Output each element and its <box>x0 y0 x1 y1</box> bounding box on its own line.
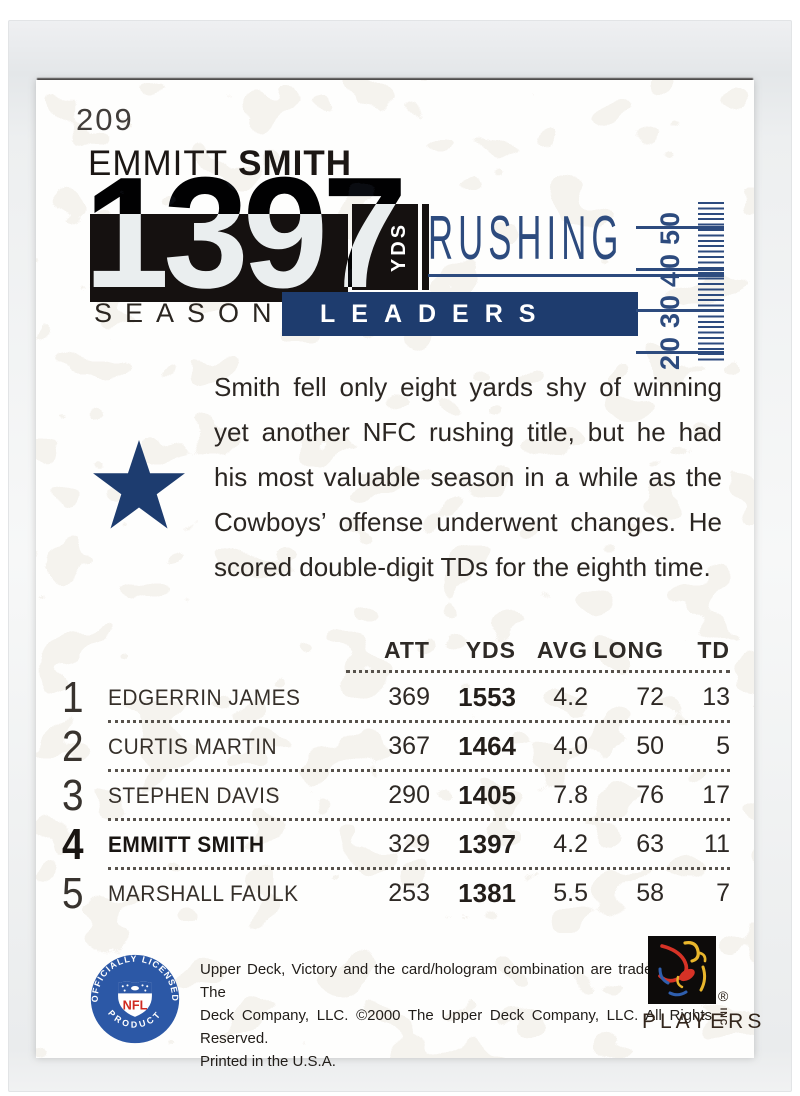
summary-line: Smith fell only eight yards shy of winni… <box>214 372 722 402</box>
long-cell: 58 <box>636 879 664 907</box>
stat-block-bar <box>422 204 429 290</box>
player-name: EMMITT SMITH <box>88 144 352 184</box>
table-header: ATT YDS AVG LONG TD <box>62 630 730 664</box>
att-cell: 329 <box>388 830 430 858</box>
long-cell: 76 <box>636 781 664 809</box>
avg-cell: 4.2 <box>553 683 588 711</box>
yard-number-30: 30 <box>654 291 685 329</box>
summary-paragraph: Smith fell only eight yards shy of winni… <box>214 372 722 597</box>
season-label: SEASON <box>94 298 285 328</box>
stat-block-background <box>90 214 348 302</box>
player-cell: CURTIS MARTIN <box>108 733 278 759</box>
table-row: 5 MARSHALL FAULK 253 1381 5.5 58 7 <box>62 867 730 918</box>
players-inc-suffix: INC <box>718 1007 729 1027</box>
yard-number-50: 50 <box>654 208 685 246</box>
long-cell: 50 <box>636 732 664 760</box>
rank-cell: 1 <box>62 673 84 722</box>
player-cell: STEPHEN DAVIS <box>108 782 280 808</box>
stat-block-background-right <box>352 204 418 290</box>
table-row: 2 CURTIS MARTIN 367 1464 4.0 50 5 <box>62 720 730 771</box>
summary-line: his most valuable season in a while as t… <box>214 462 722 492</box>
legal-text: Upper Deck, Victory and the card/hologra… <box>200 958 712 1073</box>
summary-line: scored double-digit TDs for the eighth t… <box>214 552 711 582</box>
att-cell: 369 <box>388 683 430 711</box>
col-yds: YDS <box>465 637 516 663</box>
player-last-name: SMITH <box>238 144 353 183</box>
legal-line: Printed in the U.S.A. <box>200 1053 336 1070</box>
category-underline <box>428 274 724 277</box>
table-row: 1 EDGERRIN JAMES 369 1553 4.2 72 13 <box>62 673 730 722</box>
avg-cell: 4.0 <box>553 732 588 760</box>
big-stat-value: 1397 <box>84 145 407 321</box>
td-cell: 11 <box>704 830 730 858</box>
rank-cell: 2 <box>62 722 84 771</box>
card-number: 209 <box>76 102 134 137</box>
yard-line-20 <box>636 351 724 354</box>
yds-cell: 1553 <box>458 682 516 712</box>
legal-line: Upper Deck, Victory and the card/hologra… <box>200 961 712 1001</box>
player-cell: MARSHALL FAULK <box>108 880 299 906</box>
avg-cell: 7.8 <box>553 781 588 809</box>
att-cell: 367 <box>388 732 430 760</box>
registered-mark: ® <box>718 988 729 1004</box>
yard-ruler: 50 40 30 20 <box>636 202 726 370</box>
td-cell: 13 <box>702 683 730 711</box>
table-row-highlighted: 4 EMMITT SMITH 329 1397 4.2 63 11 <box>62 818 730 869</box>
header-divider <box>346 670 730 673</box>
table-row: 3 STEPHEN DAVIS 290 1405 7.8 76 17 <box>62 769 730 820</box>
summary-line: yet another NFC rushing title, but he ha… <box>214 417 722 447</box>
yds-cell: 1464 <box>458 731 516 761</box>
yard-number-20: 20 <box>654 333 685 371</box>
yard-line-40 <box>636 268 724 271</box>
avg-cell: 5.5 <box>553 879 588 907</box>
long-cell: 63 <box>636 830 664 858</box>
nfl-licensed-badge-icon: OFFICIALLY LICENSED PRODUCT NFL <box>90 954 180 1044</box>
rank-cell: 5 <box>62 869 84 918</box>
leaders-banner: LEADERS <box>282 292 638 336</box>
col-td: TD <box>697 637 730 663</box>
td-cell: 5 <box>716 732 730 760</box>
col-avg: AVG <box>536 637 588 663</box>
player-cell: EDGERRIN JAMES <box>108 684 301 710</box>
yds-cell: 1397 <box>458 829 516 859</box>
att-cell: 290 <box>388 781 430 809</box>
nfl-shield-icon: NFL <box>118 981 152 1017</box>
ruler-tick-strip <box>698 202 724 364</box>
avg-cell: 4.2 <box>553 830 588 858</box>
yds-cell: 1381 <box>458 878 516 908</box>
stat-unit-label: YDS <box>387 221 410 273</box>
td-cell: 17 <box>702 781 730 809</box>
yard-line-50 <box>636 226 724 229</box>
rank-cell: 4 <box>62 820 84 869</box>
stats-table: ATT YDS AVG LONG TD 1 EDGERRIN JAMES 369… <box>62 630 730 918</box>
yard-line-30 <box>636 309 724 312</box>
cowboys-star-icon <box>93 440 185 529</box>
long-cell: 72 <box>636 683 664 711</box>
players-inc-logo: ® PLAYERS INC <box>642 936 761 1036</box>
att-cell: 253 <box>388 879 430 907</box>
legal-line: Deck Company, LLC. ©2000 The Upper Deck … <box>200 1007 712 1047</box>
player-first-name: EMMITT <box>88 144 229 183</box>
yds-cell: 1405 <box>458 780 516 810</box>
yard-number-40: 40 <box>654 250 685 288</box>
players-wordmark: PLAYERS <box>642 1010 766 1033</box>
rank-cell: 3 <box>62 771 84 820</box>
player-cell: EMMITT SMITH <box>108 831 265 857</box>
col-att: ATT <box>383 637 430 663</box>
leaders-label: LEADERS <box>320 300 552 328</box>
badge-shield-text: NFL <box>123 998 148 1012</box>
td-cell: 7 <box>716 879 730 907</box>
players-figure-icon <box>648 936 716 1004</box>
trading-card-back: 209 EMMITT SMITH 1397 YDS RUSHING SEASON … <box>36 80 761 1070</box>
summary-line: Cowboys’ offense underwent changes. He <box>214 507 722 537</box>
stat-category-label: RUSHING <box>428 204 624 273</box>
col-long: LONG <box>593 637 664 663</box>
